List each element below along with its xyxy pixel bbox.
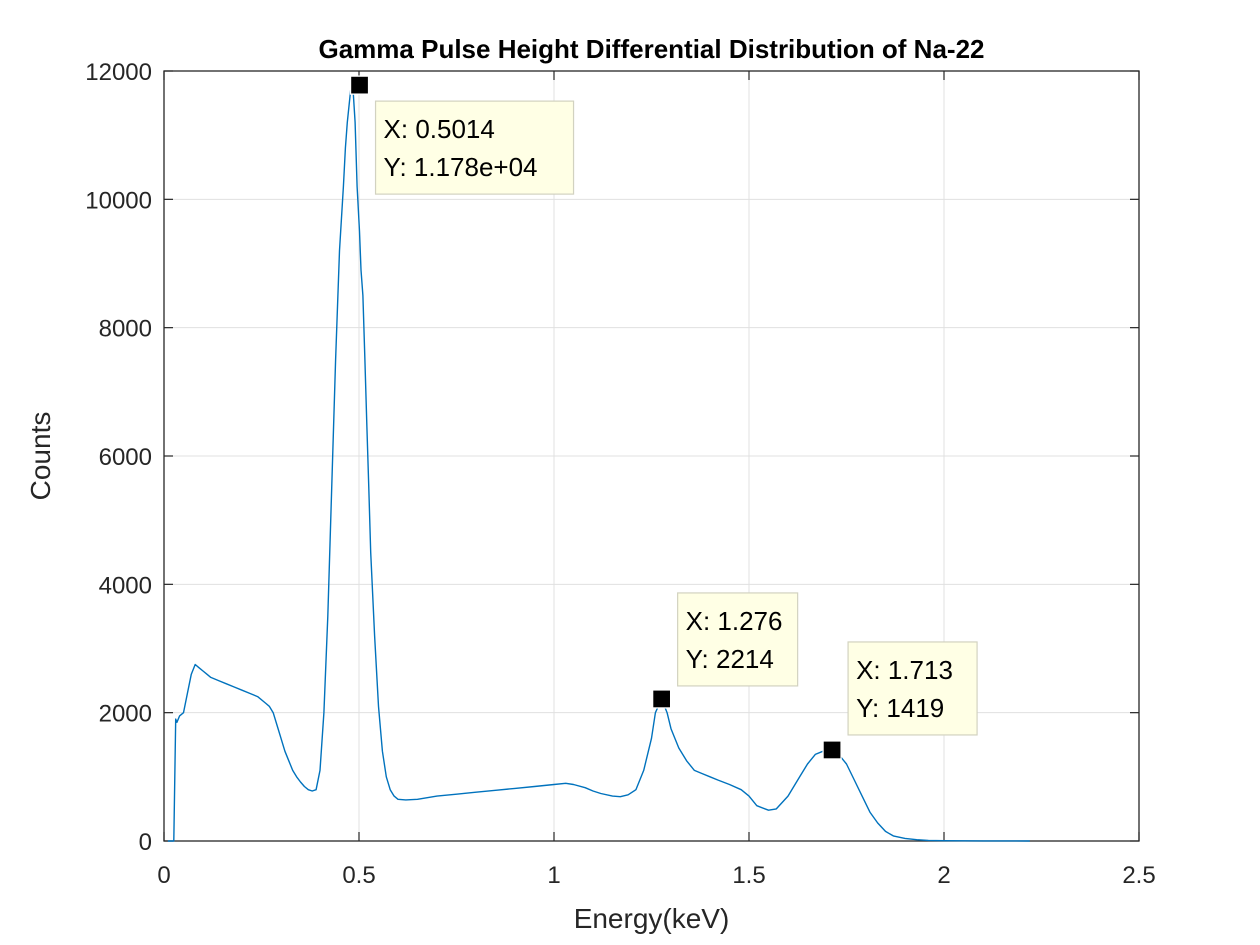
x-tick-label: 0 — [157, 862, 170, 889]
datatip[interactable]: X: 0.5014 Y: 1.178e+04 — [349, 75, 575, 195]
y-tick-label: 0 — [139, 829, 152, 856]
x-tick-label: 2.5 — [1122, 862, 1155, 889]
y-tick-label: 4000 — [99, 572, 152, 599]
x-tick-label: 2 — [937, 862, 950, 889]
datatip-marker[interactable] — [822, 740, 842, 760]
datatip[interactable]: X: 1.713 Y: 1419 — [822, 641, 978, 760]
datatip-marker[interactable] — [651, 689, 672, 709]
datatip-x-label: X: 1.276 — [686, 606, 783, 636]
datatip[interactable]: X: 1.276 Y: 2214 — [651, 592, 799, 709]
datatip-box — [374, 100, 575, 195]
datatip-box — [677, 592, 799, 687]
datatip-y-label: Y: 1.178e+04 — [384, 152, 538, 182]
x-tick-label: 1.5 — [732, 862, 765, 889]
grid — [164, 71, 1139, 841]
datatip-x-label: X: 1.713 — [856, 655, 953, 685]
datatip-y-label: Y: 1419 — [856, 693, 944, 723]
x-tick-label: 1 — [547, 862, 560, 889]
datatip-box — [847, 641, 978, 736]
x-axis-label: Energy(keV) — [574, 903, 730, 934]
y-tick-label: 12000 — [85, 59, 152, 86]
y-tick-label: 6000 — [99, 444, 152, 471]
datatip-y-label: Y: 2214 — [686, 644, 774, 674]
datatip-x-label: X: 0.5014 — [384, 114, 495, 144]
ticks: 0 0.5 1 1.5 2 2.5 0 2000 4000 6000 8000 10000 12000 — [85, 59, 1155, 889]
y-axis-label: Counts — [25, 412, 56, 501]
y-tick-label: 8000 — [99, 316, 152, 343]
y-tick-label: 10000 — [85, 187, 152, 214]
series-line — [167, 84, 1030, 842]
x-tick-label: 0.5 — [342, 862, 375, 889]
y-tick-label: 2000 — [99, 701, 152, 728]
chart-title: Gamma Pulse Height Differential Distribu… — [319, 34, 985, 64]
datatip-marker[interactable] — [349, 75, 370, 95]
plot-area — [167, 84, 1030, 842]
